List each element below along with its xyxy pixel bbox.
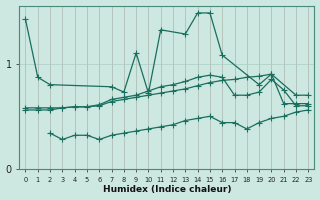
X-axis label: Humidex (Indice chaleur): Humidex (Indice chaleur) — [103, 185, 231, 194]
